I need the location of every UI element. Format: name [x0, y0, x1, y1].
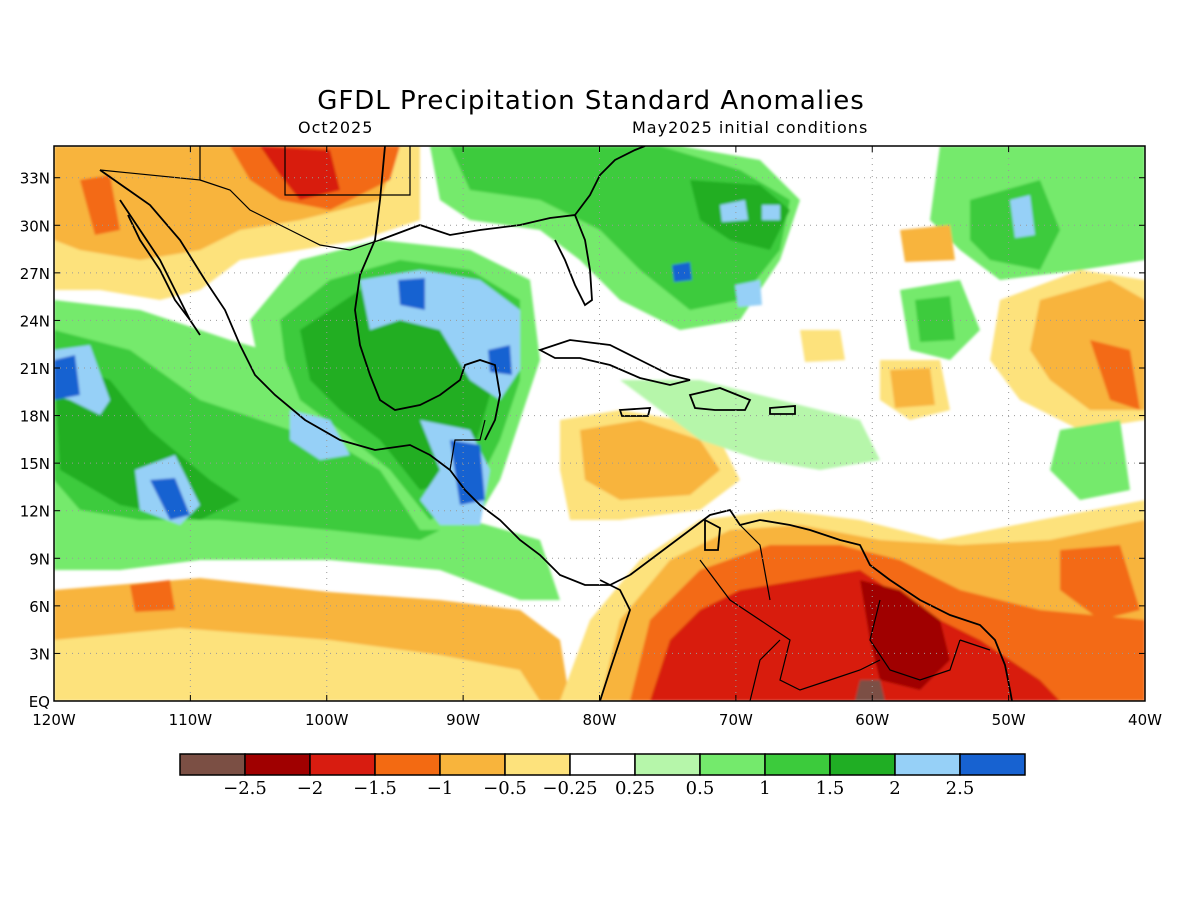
colorbar-label: 0.25: [615, 778, 655, 799]
colorbar-swatch: [504, 753, 571, 776]
precipitation-field: [54, 146, 1145, 701]
lat-tick-label: 27N: [20, 265, 50, 283]
colorbar-label: −0.25: [542, 778, 597, 799]
colorbar-label: 0.5: [686, 778, 715, 799]
colorbar-swatch: [894, 753, 961, 776]
lat-tick-label: 6N: [29, 598, 50, 616]
axes: EQ 3N 6N 9N 12N 15N 18N 21N 24N 27N 30N 33N 120W 110W…: [20, 146, 1162, 729]
colorbar-label: 1.5: [816, 778, 845, 799]
lat-tick-label: 30N: [20, 217, 50, 235]
country-borders: [99, 146, 991, 701]
lon-tick-label: 60W: [855, 711, 889, 729]
colorbar-swatch: [959, 753, 1026, 776]
colorbar-label: −1: [427, 778, 454, 799]
lat-tick-label: 15N: [20, 455, 50, 473]
lat-tick-label: 12N: [20, 503, 50, 521]
colorbar-swatch: [374, 753, 441, 776]
grid-lines: [54, 146, 1145, 701]
lat-tick-label: 33N: [20, 170, 50, 188]
map-title: GFDL Precipitation Standard Anomalies: [317, 86, 865, 116]
colorbar-swatch: [569, 753, 636, 776]
lon-tick-label: 80W: [583, 711, 617, 729]
colorbar-swatch: [764, 753, 831, 776]
lat-tick-label: EQ: [29, 693, 50, 711]
coastlines: [99, 146, 1013, 701]
lat-tick-label: 18N: [20, 408, 50, 426]
colorbar: −2.5 −2 −1.5 −1 −0.5 −0.25 0.25 0.5 1 1.5 2 2.5: [179, 753, 1026, 799]
lon-tick-label: 90W: [446, 711, 480, 729]
lon-tick-label: 100W: [305, 711, 349, 729]
colorbar-swatch: [699, 753, 766, 776]
lon-tick-label: 110W: [169, 711, 213, 729]
lon-tick-label: 120W: [32, 711, 76, 729]
colorbar-swatch: [829, 753, 896, 776]
colorbar-swatch: [439, 753, 506, 776]
colorbar-label: −0.5: [483, 778, 527, 799]
forecast-month: Oct2025: [298, 118, 374, 137]
colorbar-label: 2: [889, 778, 900, 799]
lon-tick-label: 50W: [992, 711, 1026, 729]
colorbar-label: 2.5: [946, 778, 975, 799]
lat-tick-label: 24N: [20, 312, 50, 330]
initial-conditions: May2025 initial conditions: [632, 118, 869, 137]
lat-tick-label: 9N: [29, 550, 50, 568]
colorbar-swatch: [179, 753, 246, 776]
colorbar-swatch: [244, 753, 311, 776]
lat-tick-label: 21N: [20, 360, 50, 378]
lat-tick-label: 3N: [29, 645, 50, 663]
colorbar-label: −2.5: [223, 778, 267, 799]
lon-tick-label: 40W: [1128, 711, 1162, 729]
colorbar-label: −1.5: [353, 778, 397, 799]
colorbar-swatch: [634, 753, 701, 776]
lon-tick-label: 70W: [719, 711, 753, 729]
colorbar-swatch: [309, 753, 376, 776]
colorbar-label: −2: [297, 778, 324, 799]
colorbar-label: 1: [759, 778, 770, 799]
